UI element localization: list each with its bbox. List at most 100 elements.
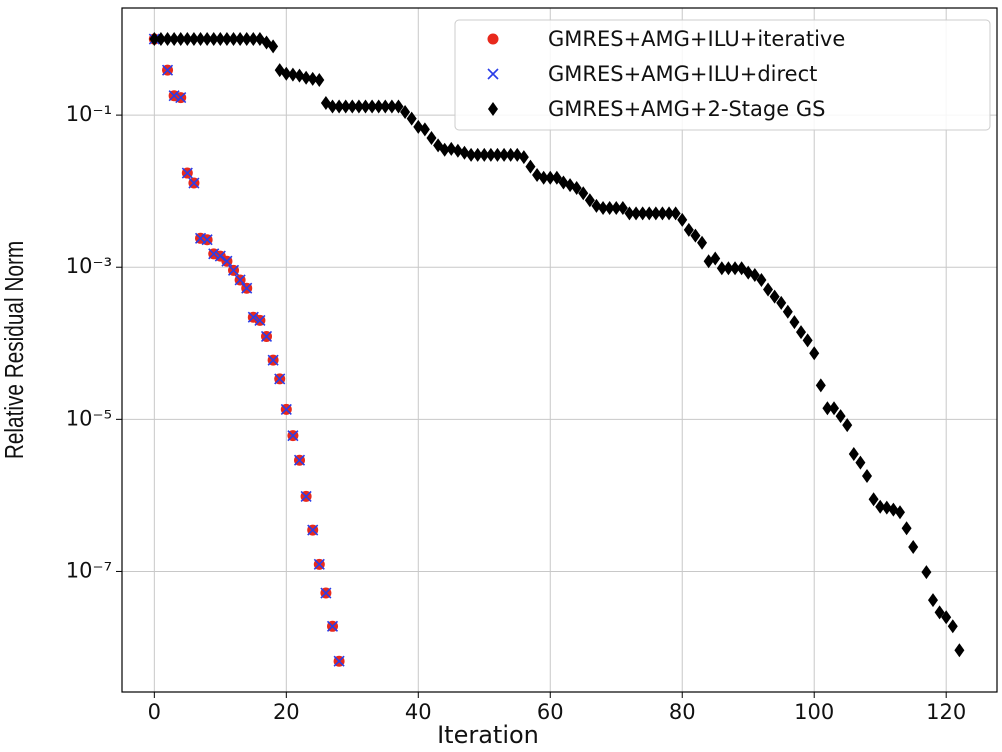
point bbox=[287, 430, 299, 442]
point bbox=[492, 147, 503, 162]
point bbox=[763, 282, 774, 297]
x-tick-label: 100 bbox=[794, 700, 834, 724]
point bbox=[380, 99, 391, 114]
legend-label: GMRES+AMG+ILU+iterative bbox=[548, 27, 845, 51]
legend-box bbox=[454, 19, 991, 131]
point bbox=[235, 32, 246, 47]
point bbox=[254, 314, 266, 326]
x-tick-label: 120 bbox=[926, 700, 966, 724]
point bbox=[439, 142, 450, 157]
point bbox=[214, 250, 226, 262]
point bbox=[611, 201, 622, 216]
x-tick-label: 40 bbox=[405, 700, 432, 724]
point bbox=[670, 206, 681, 221]
point bbox=[525, 159, 536, 174]
point bbox=[293, 454, 306, 466]
point bbox=[307, 524, 319, 536]
point bbox=[631, 206, 642, 221]
point bbox=[162, 32, 173, 47]
point bbox=[697, 235, 708, 250]
point bbox=[393, 99, 404, 114]
point bbox=[353, 99, 364, 114]
point bbox=[340, 99, 351, 114]
point bbox=[881, 500, 892, 515]
point bbox=[908, 539, 919, 554]
point bbox=[406, 111, 417, 126]
point bbox=[314, 72, 325, 87]
point bbox=[802, 333, 813, 348]
point bbox=[571, 181, 582, 196]
point bbox=[868, 492, 879, 507]
point bbox=[499, 147, 510, 162]
point bbox=[267, 354, 279, 366]
y-axis-label: Relative Residual Norm bbox=[0, 241, 28, 459]
point bbox=[347, 99, 358, 114]
point bbox=[894, 505, 905, 520]
x-tick-label: 80 bbox=[669, 700, 696, 724]
point bbox=[644, 206, 655, 221]
point bbox=[479, 147, 490, 162]
point bbox=[723, 261, 734, 276]
point bbox=[941, 610, 952, 625]
point bbox=[459, 145, 470, 160]
x-tick-label: 0 bbox=[148, 700, 161, 724]
point bbox=[228, 32, 239, 47]
point bbox=[545, 170, 556, 185]
point bbox=[538, 170, 549, 185]
point bbox=[327, 99, 338, 114]
point bbox=[149, 32, 160, 47]
point bbox=[617, 201, 628, 216]
point bbox=[756, 272, 767, 287]
point bbox=[934, 605, 945, 620]
point bbox=[260, 330, 273, 343]
point bbox=[175, 32, 186, 47]
point bbox=[168, 90, 180, 102]
point bbox=[650, 206, 661, 221]
point bbox=[505, 147, 516, 162]
point bbox=[842, 418, 853, 433]
point bbox=[333, 655, 345, 667]
y-tick-label: 10⁻¹ bbox=[66, 102, 112, 126]
point bbox=[281, 66, 292, 81]
point bbox=[326, 620, 339, 632]
point bbox=[657, 206, 668, 221]
point bbox=[313, 558, 325, 570]
point bbox=[809, 346, 820, 361]
point bbox=[367, 99, 378, 114]
point bbox=[604, 201, 615, 216]
point bbox=[730, 261, 741, 276]
point bbox=[155, 32, 166, 47]
point bbox=[161, 64, 174, 76]
point bbox=[875, 499, 886, 514]
point bbox=[169, 32, 180, 47]
x-tick-label: 20 bbox=[273, 700, 300, 724]
point bbox=[591, 198, 602, 213]
point bbox=[921, 565, 932, 580]
point bbox=[215, 32, 226, 47]
point bbox=[927, 593, 938, 608]
point bbox=[301, 70, 312, 85]
x-tick-label: 60 bbox=[537, 700, 564, 724]
legend-label: GMRES+AMG+2-Stage GS bbox=[548, 97, 825, 121]
point bbox=[188, 177, 200, 189]
point bbox=[241, 32, 252, 47]
point bbox=[400, 104, 411, 119]
point bbox=[334, 99, 345, 114]
y-tick-label: 10⁻⁵ bbox=[66, 406, 112, 430]
point bbox=[829, 401, 840, 416]
point bbox=[201, 234, 213, 246]
point bbox=[208, 32, 219, 47]
point bbox=[466, 147, 477, 162]
point bbox=[584, 193, 595, 208]
point bbox=[598, 201, 609, 216]
point bbox=[848, 447, 859, 462]
point bbox=[274, 373, 286, 385]
point bbox=[782, 304, 793, 319]
point bbox=[287, 67, 298, 82]
point bbox=[241, 282, 253, 294]
point bbox=[247, 311, 259, 323]
point bbox=[373, 99, 384, 114]
point bbox=[221, 32, 232, 47]
point bbox=[446, 141, 457, 156]
